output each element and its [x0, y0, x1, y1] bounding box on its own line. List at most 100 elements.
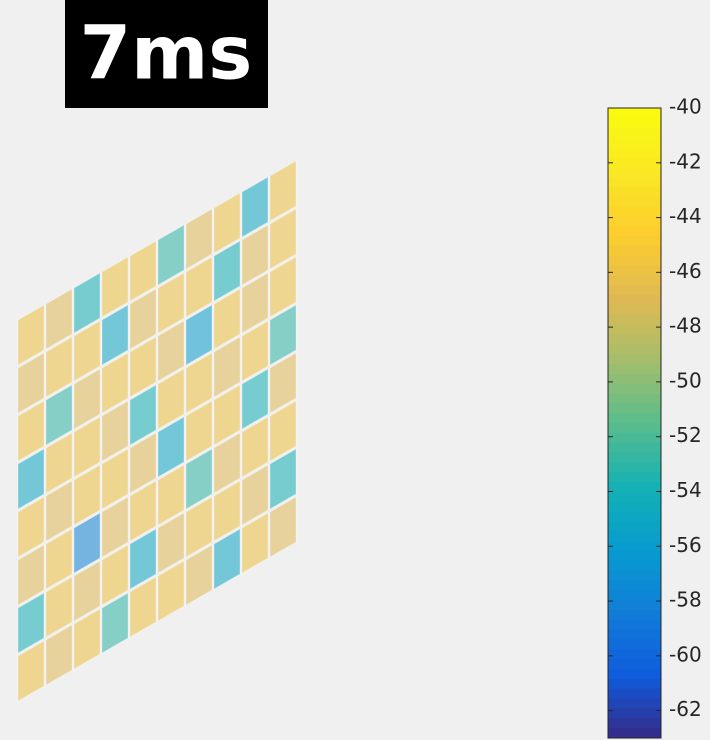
colorbar-band	[608, 629, 661, 641]
voxel	[73, 560, 101, 622]
voxel	[101, 400, 129, 462]
colorbar-band	[608, 482, 661, 493]
colorbar-tick-label: -56	[669, 533, 702, 557]
voxel	[269, 208, 297, 270]
colorbar-band	[608, 560, 661, 572]
colorbar-band	[608, 275, 661, 286]
voxel	[185, 208, 213, 270]
voxel	[101, 304, 129, 366]
voxel	[73, 512, 101, 574]
colorbar-band	[608, 541, 661, 552]
voxel	[45, 576, 73, 638]
colorbar-band	[608, 669, 661, 680]
voxel	[157, 464, 185, 526]
colorbar-band	[608, 511, 661, 522]
voxel	[101, 496, 129, 558]
voxel	[241, 416, 269, 478]
voxel	[129, 240, 157, 302]
colorbar-band	[608, 600, 661, 611]
colorbar-band	[608, 206, 661, 217]
voxel	[129, 528, 157, 590]
colorbar-band	[608, 196, 661, 207]
colorbar-band	[608, 216, 661, 227]
colorbar-band	[608, 570, 661, 581]
voxel	[241, 272, 269, 334]
colorbar-band	[608, 334, 661, 345]
colorbar-band	[608, 649, 661, 660]
voxel	[129, 432, 157, 494]
voxel	[157, 512, 185, 574]
colorbar-band	[608, 708, 661, 719]
voxel	[157, 272, 185, 334]
colorbar-band	[608, 245, 661, 257]
colorbar-tick-label: -44	[669, 204, 702, 228]
voxel	[241, 176, 269, 238]
voxel	[129, 576, 157, 638]
voxel	[269, 496, 297, 558]
colorbar-band	[608, 610, 661, 621]
voxel	[269, 448, 297, 510]
voxel-cloud	[17, 160, 297, 702]
voxel	[73, 320, 101, 382]
voxel	[241, 368, 269, 430]
voxel	[241, 464, 269, 526]
voxel	[213, 288, 241, 350]
voxel	[17, 400, 45, 462]
voxel	[73, 608, 101, 670]
colorbar-band	[608, 265, 661, 276]
voxel	[157, 416, 185, 478]
colorbar-band	[608, 678, 661, 690]
colorbar-tick-label: -58	[669, 588, 702, 612]
colorbar-tick-label: -40	[669, 95, 702, 119]
colorbar-band	[608, 531, 661, 542]
voxel	[17, 592, 45, 654]
colorbar-tick-label: -62	[669, 697, 702, 721]
colorbar-band	[608, 550, 661, 562]
voxel	[213, 480, 241, 542]
colorbar-band	[608, 285, 661, 296]
colorbar-band	[608, 363, 661, 375]
colorbar-band	[608, 501, 661, 513]
colorbar-band	[608, 639, 661, 650]
voxel	[45, 480, 73, 542]
voxel	[185, 352, 213, 414]
colorbar-band	[608, 383, 661, 394]
colorbar-band	[608, 226, 661, 237]
voxel	[101, 256, 129, 318]
colorbar-band	[608, 698, 661, 709]
voxel	[241, 320, 269, 382]
colorbar-band	[608, 403, 661, 414]
voxel	[73, 272, 101, 334]
colorbar-band	[608, 117, 661, 129]
colorbar-band	[608, 344, 661, 355]
voxel	[45, 288, 73, 350]
voxel	[17, 496, 45, 558]
voxel	[157, 560, 185, 622]
colorbar: -40 -42 -44 -46 -48 -50 -52 -54 -56 -58 -60 -62	[607, 95, 702, 739]
colorbar-band	[608, 521, 661, 532]
colorbar-tick-label: -52	[669, 423, 702, 447]
colorbar-band	[608, 413, 661, 424]
voxel	[213, 240, 241, 302]
colorbar-tick-label: -46	[669, 259, 702, 283]
voxel	[213, 432, 241, 494]
colorbar-band	[608, 393, 661, 404]
voxel	[101, 352, 129, 414]
voxel	[73, 464, 101, 526]
voxel	[101, 448, 129, 510]
colorbar-band	[608, 462, 661, 473]
voxel	[185, 448, 213, 510]
voxel	[157, 368, 185, 430]
colorbar-band	[608, 157, 661, 168]
colorbar-band	[608, 718, 661, 729]
voxel	[129, 336, 157, 398]
voxel	[269, 256, 297, 318]
voxel	[17, 448, 45, 510]
voxel	[213, 192, 241, 254]
voxel	[45, 624, 73, 686]
voxel	[269, 400, 297, 462]
colorbar-band	[608, 295, 661, 306]
colorbar-band	[608, 452, 661, 463]
voxel	[269, 352, 297, 414]
